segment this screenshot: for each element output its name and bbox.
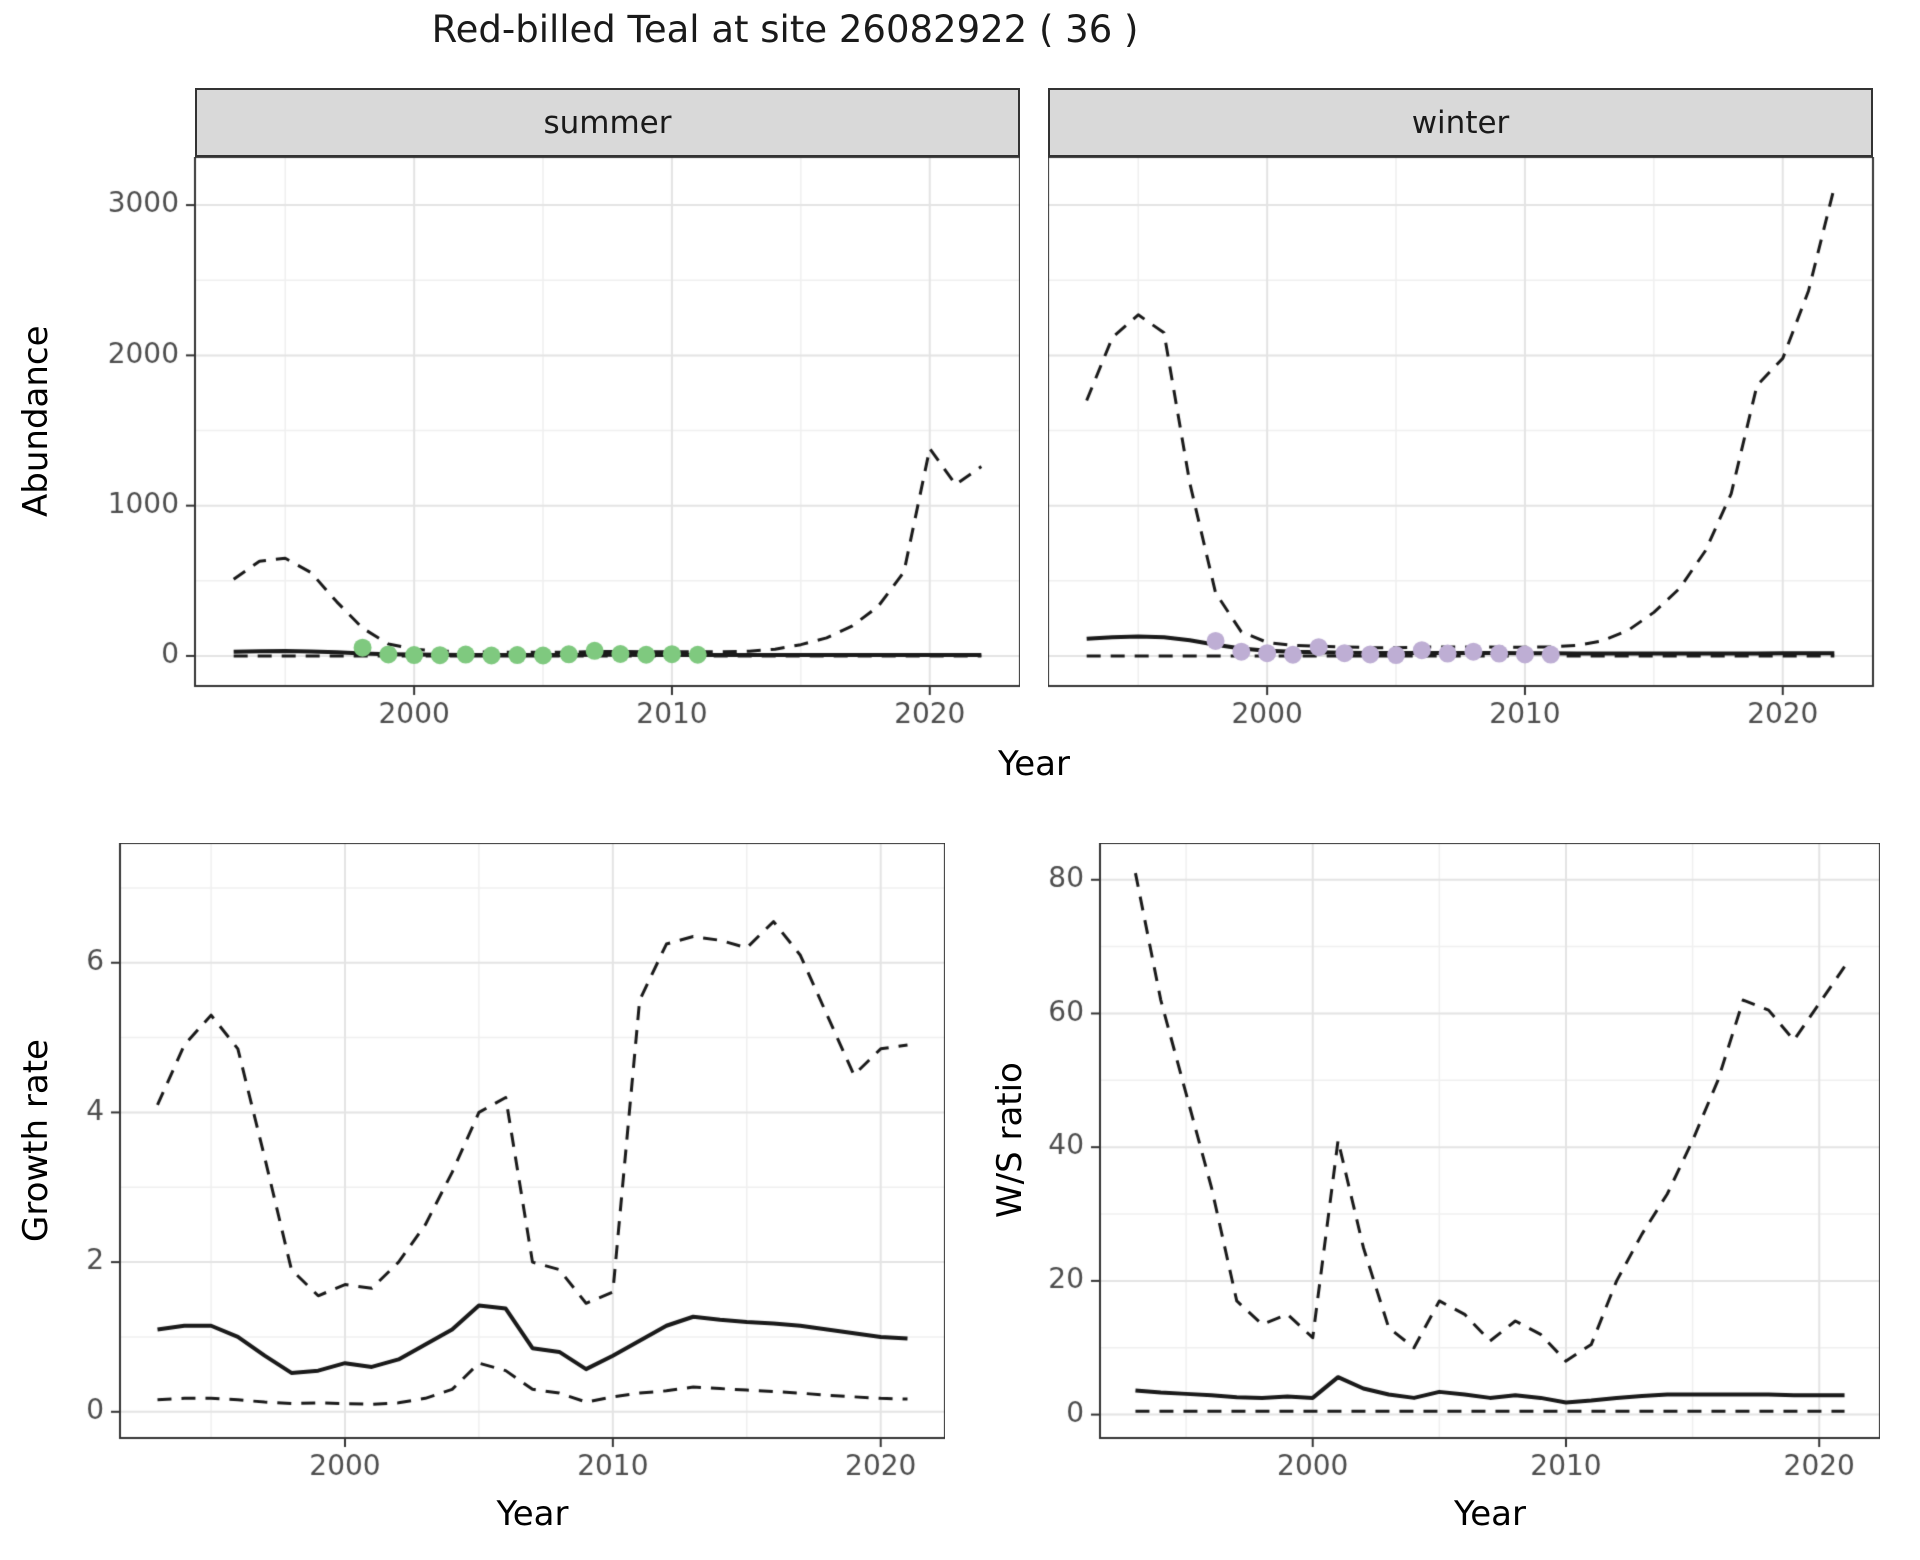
abundance-summer-plot [90,157,1020,737]
abundance-winter-plot [1048,157,1880,737]
facet-strip-summer: summer [195,88,1020,157]
growth-rate-plot [20,843,945,1493]
facet-strip-summer-label: summer [543,104,672,141]
facet-strip-winter: winter [1048,88,1873,157]
facet-strip-winter-label: winter [1411,104,1510,141]
growth-rate-x-axis-title: Year [496,1494,569,1534]
ws-ratio-x-axis-title: Year [1454,1494,1526,1534]
ws-ratio-plot [1000,843,1880,1493]
abundance-x-axis-title: Year [998,744,1070,784]
abundance-axis-title: Abundance [16,325,56,518]
figure-title: Red-billed Teal at site 26082922 ( 36 ) [431,8,1139,51]
